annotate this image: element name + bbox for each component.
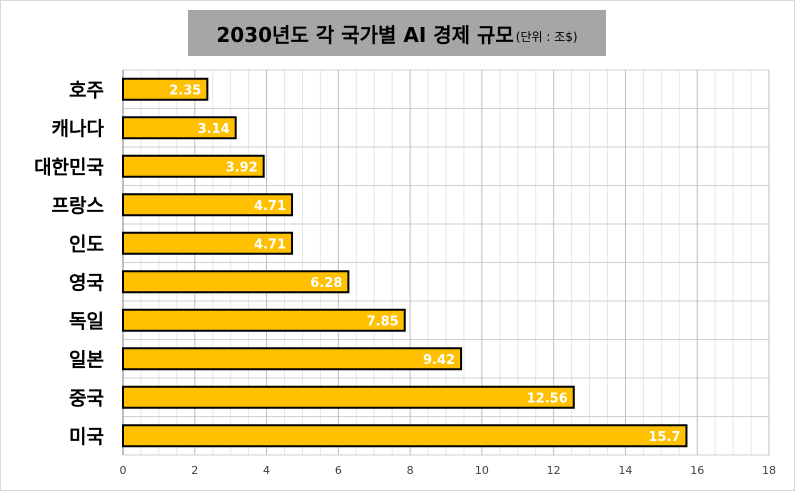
bar-value-label: 2.35: [169, 83, 201, 98]
category-label: 호주: [69, 79, 104, 101]
category-label: 미국: [69, 426, 104, 448]
bar-value-label: 6.28: [310, 276, 342, 291]
category-label: 대한민국: [34, 156, 104, 178]
x-tick-label: 0: [120, 464, 127, 477]
bar: [122, 116, 237, 140]
x-tick-label: 14: [618, 464, 632, 477]
bar-value-label: 9.42: [423, 353, 455, 368]
category-label: 캐나다: [52, 118, 105, 140]
category-label: 일본: [69, 349, 104, 371]
bar: [122, 424, 688, 448]
bar-value-label: 3.14: [198, 122, 230, 137]
bar: [122, 77, 209, 101]
chart-unit-label: (단위 : 조$): [515, 29, 578, 44]
category-label: 영국: [69, 272, 104, 294]
category-label: 프랑스: [52, 195, 104, 217]
bar-value-label: 3.92: [226, 160, 258, 175]
bar-value-label: 4.71: [254, 199, 286, 214]
x-tick-label: 12: [547, 464, 561, 477]
bar: [122, 308, 406, 332]
bar: [122, 231, 294, 255]
category-label: 독일: [69, 310, 104, 332]
bar-value-label: 15.7: [648, 430, 680, 445]
bar: [122, 154, 265, 178]
category-label: 중국: [69, 387, 104, 409]
bar: [122, 385, 575, 409]
bar-value-label: 12.56: [527, 391, 568, 406]
bar: [122, 347, 463, 371]
chart-title-box: 2030년도 각 국가별 AI 경제 규모 (단위 : 조$): [188, 10, 606, 56]
x-tick-label: 8: [407, 464, 414, 477]
x-tick-label: 2: [191, 464, 198, 477]
bar: [122, 270, 350, 294]
bar: [122, 193, 294, 217]
x-tick-label: 18: [762, 464, 776, 477]
bar-value-label: 4.71: [254, 237, 286, 252]
chart-title: 2030년도 각 국가별 AI 경제 규모: [216, 22, 514, 47]
category-label: 인도: [69, 233, 104, 255]
x-tick-label: 10: [475, 464, 489, 477]
x-tick-label: 6: [335, 464, 342, 477]
x-tick-label: 4: [263, 464, 270, 477]
bar-value-label: 7.85: [367, 314, 399, 329]
x-tick-label: 16: [690, 464, 704, 477]
